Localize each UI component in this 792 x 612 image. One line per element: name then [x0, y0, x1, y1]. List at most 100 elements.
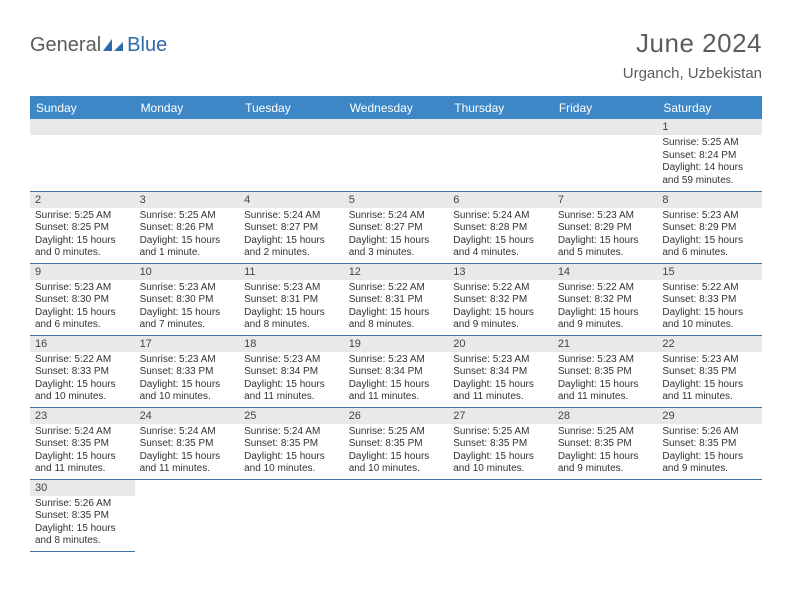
day-details: Sunrise: 5:24 AMSunset: 8:27 PMDaylight:…	[344, 208, 449, 263]
brand-text-2: Blue	[127, 34, 167, 57]
day-number: 16	[30, 336, 135, 352]
calendar-cell: 13Sunrise: 5:22 AMSunset: 8:32 PMDayligh…	[448, 263, 553, 335]
brand-logo: General Blue	[30, 28, 167, 57]
calendar-cell: 29Sunrise: 5:26 AMSunset: 8:35 PMDayligh…	[657, 407, 762, 479]
day-details: Sunrise: 5:23 AMSunset: 8:35 PMDaylight:…	[553, 352, 658, 407]
calendar-cell: 19Sunrise: 5:23 AMSunset: 8:34 PMDayligh…	[344, 335, 449, 407]
calendar-cell: 12Sunrise: 5:22 AMSunset: 8:31 PMDayligh…	[344, 263, 449, 335]
day-details: Sunrise: 5:26 AMSunset: 8:35 PMDaylight:…	[657, 424, 762, 479]
calendar-cell: 8Sunrise: 5:23 AMSunset: 8:29 PMDaylight…	[657, 191, 762, 263]
calendar-cell	[135, 479, 240, 551]
day-number: 14	[553, 264, 658, 280]
calendar-cell: 4Sunrise: 5:24 AMSunset: 8:27 PMDaylight…	[239, 191, 344, 263]
day-details: Sunrise: 5:23 AMSunset: 8:35 PMDaylight:…	[657, 352, 762, 407]
day-details: Sunrise: 5:25 AMSunset: 8:24 PMDaylight:…	[657, 135, 762, 190]
weekday-header: Friday	[553, 96, 658, 119]
day-details: Sunrise: 5:23 AMSunset: 8:29 PMDaylight:…	[553, 208, 658, 263]
day-details: Sunrise: 5:23 AMSunset: 8:31 PMDaylight:…	[239, 280, 344, 335]
calendar-cell: 18Sunrise: 5:23 AMSunset: 8:34 PMDayligh…	[239, 335, 344, 407]
calendar-cell: 10Sunrise: 5:23 AMSunset: 8:30 PMDayligh…	[135, 263, 240, 335]
calendar-cell	[239, 119, 344, 191]
calendar-page: General Blue June 2024 Urganch, Uzbekist…	[0, 0, 792, 552]
calendar-cell: 14Sunrise: 5:22 AMSunset: 8:32 PMDayligh…	[553, 263, 658, 335]
location-label: Urganch, Uzbekistan	[623, 65, 762, 82]
calendar-header: SundayMondayTuesdayWednesdayThursdayFrid…	[30, 96, 762, 119]
calendar-table: SundayMondayTuesdayWednesdayThursdayFrid…	[30, 96, 762, 552]
day-details: Sunrise: 5:23 AMSunset: 8:34 PMDaylight:…	[239, 352, 344, 407]
calendar-cell	[344, 119, 449, 191]
day-number: 27	[448, 408, 553, 424]
calendar-cell	[30, 119, 135, 191]
day-details: Sunrise: 5:25 AMSunset: 8:25 PMDaylight:…	[30, 208, 135, 263]
calendar-cell: 23Sunrise: 5:24 AMSunset: 8:35 PMDayligh…	[30, 407, 135, 479]
day-number: 20	[448, 336, 553, 352]
day-number: 17	[135, 336, 240, 352]
day-details: Sunrise: 5:22 AMSunset: 8:32 PMDaylight:…	[553, 280, 658, 335]
calendar-cell: 25Sunrise: 5:24 AMSunset: 8:35 PMDayligh…	[239, 407, 344, 479]
calendar-cell: 17Sunrise: 5:23 AMSunset: 8:33 PMDayligh…	[135, 335, 240, 407]
day-number: 8	[657, 192, 762, 208]
calendar-cell	[657, 479, 762, 551]
weekday-header: Tuesday	[239, 96, 344, 119]
day-number: 22	[657, 336, 762, 352]
day-number: 2	[30, 192, 135, 208]
day-details: Sunrise: 5:25 AMSunset: 8:35 PMDaylight:…	[553, 424, 658, 479]
day-details: Sunrise: 5:23 AMSunset: 8:33 PMDaylight:…	[135, 352, 240, 407]
day-number: 25	[239, 408, 344, 424]
header-row: General Blue June 2024 Urganch, Uzbekist…	[30, 28, 762, 82]
day-number: 13	[448, 264, 553, 280]
month-title: June 2024	[623, 28, 762, 59]
day-number: 3	[135, 192, 240, 208]
day-details: Sunrise: 5:23 AMSunset: 8:34 PMDaylight:…	[448, 352, 553, 407]
weekday-header: Saturday	[657, 96, 762, 119]
calendar-cell: 1Sunrise: 5:25 AMSunset: 8:24 PMDaylight…	[657, 119, 762, 191]
calendar-cell	[553, 479, 658, 551]
day-number: 5	[344, 192, 449, 208]
day-number: 30	[30, 480, 135, 496]
calendar-cell: 24Sunrise: 5:24 AMSunset: 8:35 PMDayligh…	[135, 407, 240, 479]
day-details: Sunrise: 5:23 AMSunset: 8:30 PMDaylight:…	[135, 280, 240, 335]
calendar-cell: 7Sunrise: 5:23 AMSunset: 8:29 PMDaylight…	[553, 191, 658, 263]
sail-icon	[103, 39, 125, 53]
calendar-cell: 22Sunrise: 5:23 AMSunset: 8:35 PMDayligh…	[657, 335, 762, 407]
calendar-cell: 20Sunrise: 5:23 AMSunset: 8:34 PMDayligh…	[448, 335, 553, 407]
calendar-cell: 16Sunrise: 5:22 AMSunset: 8:33 PMDayligh…	[30, 335, 135, 407]
day-details: Sunrise: 5:25 AMSunset: 8:35 PMDaylight:…	[344, 424, 449, 479]
calendar-cell	[239, 479, 344, 551]
weekday-header: Thursday	[448, 96, 553, 119]
calendar-cell: 26Sunrise: 5:25 AMSunset: 8:35 PMDayligh…	[344, 407, 449, 479]
weekday-header: Wednesday	[344, 96, 449, 119]
calendar-cell: 15Sunrise: 5:22 AMSunset: 8:33 PMDayligh…	[657, 263, 762, 335]
calendar-cell	[448, 119, 553, 191]
calendar-cell: 28Sunrise: 5:25 AMSunset: 8:35 PMDayligh…	[553, 407, 658, 479]
day-number: 4	[239, 192, 344, 208]
calendar-cell: 5Sunrise: 5:24 AMSunset: 8:27 PMDaylight…	[344, 191, 449, 263]
calendar-cell: 2Sunrise: 5:25 AMSunset: 8:25 PMDaylight…	[30, 191, 135, 263]
calendar-cell	[448, 479, 553, 551]
day-details: Sunrise: 5:23 AMSunset: 8:34 PMDaylight:…	[344, 352, 449, 407]
day-number: 6	[448, 192, 553, 208]
day-details: Sunrise: 5:22 AMSunset: 8:33 PMDaylight:…	[30, 352, 135, 407]
day-details: Sunrise: 5:24 AMSunset: 8:28 PMDaylight:…	[448, 208, 553, 263]
title-block: June 2024 Urganch, Uzbekistan	[623, 28, 762, 82]
day-number: 15	[657, 264, 762, 280]
calendar-cell	[135, 119, 240, 191]
day-number: 24	[135, 408, 240, 424]
day-number: 28	[553, 408, 658, 424]
day-number: 12	[344, 264, 449, 280]
day-details: Sunrise: 5:25 AMSunset: 8:35 PMDaylight:…	[448, 424, 553, 479]
day-number: 11	[239, 264, 344, 280]
day-details: Sunrise: 5:24 AMSunset: 8:35 PMDaylight:…	[30, 424, 135, 479]
calendar-cell: 11Sunrise: 5:23 AMSunset: 8:31 PMDayligh…	[239, 263, 344, 335]
day-details: Sunrise: 5:26 AMSunset: 8:35 PMDaylight:…	[30, 496, 135, 551]
day-number: 19	[344, 336, 449, 352]
calendar-cell: 9Sunrise: 5:23 AMSunset: 8:30 PMDaylight…	[30, 263, 135, 335]
day-details: Sunrise: 5:24 AMSunset: 8:27 PMDaylight:…	[239, 208, 344, 263]
day-details: Sunrise: 5:24 AMSunset: 8:35 PMDaylight:…	[135, 424, 240, 479]
day-details: Sunrise: 5:22 AMSunset: 8:31 PMDaylight:…	[344, 280, 449, 335]
day-details: Sunrise: 5:23 AMSunset: 8:29 PMDaylight:…	[657, 208, 762, 263]
day-details: Sunrise: 5:24 AMSunset: 8:35 PMDaylight:…	[239, 424, 344, 479]
day-details: Sunrise: 5:22 AMSunset: 8:33 PMDaylight:…	[657, 280, 762, 335]
day-number: 10	[135, 264, 240, 280]
day-number: 18	[239, 336, 344, 352]
